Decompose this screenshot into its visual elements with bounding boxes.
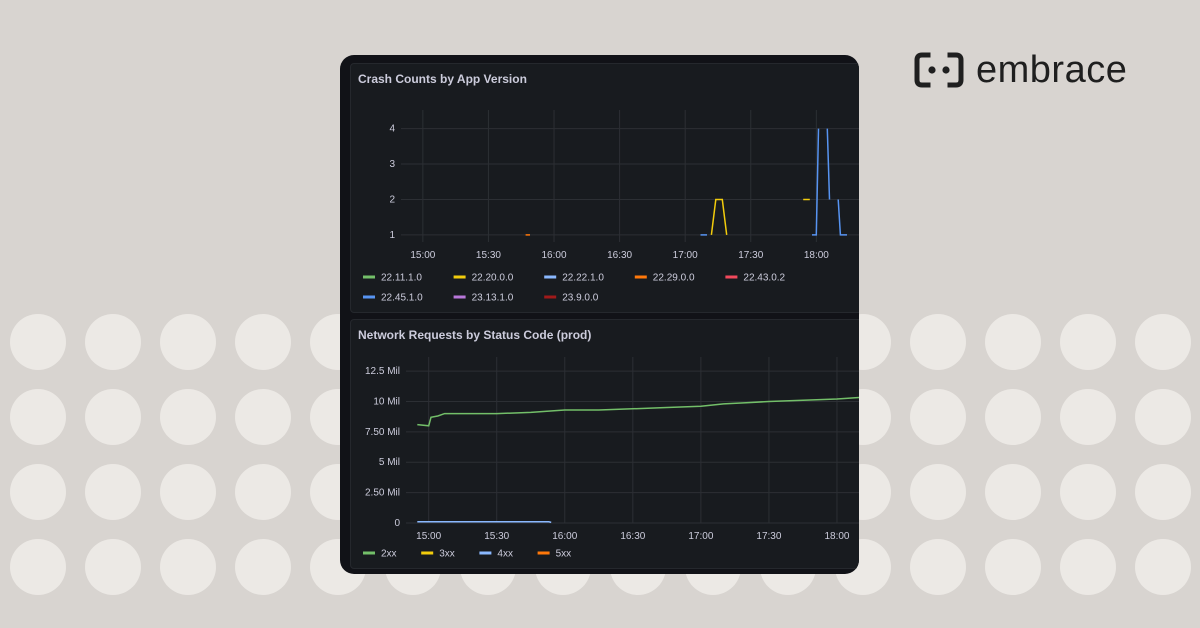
background-dot — [235, 539, 291, 595]
dashboard-card: Crash Counts by App Version 1 2 3 4 15:00 15:… — [340, 55, 859, 574]
series-line-22.45.1.0 — [826, 128, 831, 200]
series-line-2xx — [417, 396, 859, 427]
panel-title: Network Requests by Status Code (prod) — [358, 328, 592, 342]
y-tick-label: 1 — [389, 230, 395, 241]
legend-label: 22.11.1.0 — [381, 273, 422, 284]
background-dot — [985, 314, 1041, 370]
y-tick-label: 2 — [389, 194, 395, 205]
x-tick-label: 17:30 — [738, 250, 763, 261]
background-dot — [160, 389, 216, 445]
y-tick-label: 12.5 Mil — [365, 366, 400, 377]
series-line-22.45.1.0 — [837, 199, 847, 236]
series-line-22.20.0.0 — [710, 198, 728, 235]
background-dot — [85, 314, 141, 370]
y-tick-label: 4 — [389, 124, 395, 135]
y-tick-label: 0 — [394, 518, 400, 529]
series-line-22.45.1.0 — [812, 128, 820, 236]
legend-label: 3xx — [439, 549, 455, 560]
background-dot — [985, 539, 1041, 595]
legend-label: 23.13.1.0 — [472, 293, 514, 304]
legend-label: 4xx — [497, 549, 513, 560]
legend-label: 5xx — [556, 549, 572, 560]
network-requests-chart: 0 2.50 Mil 5 Mil 7.50 Mil 10 Mil 12.5 Mil 15:0… — [363, 357, 859, 560]
background-dot — [10, 389, 66, 445]
x-tick-label: 15:30 — [476, 250, 501, 261]
brand-name: embrace — [976, 48, 1128, 91]
embrace-logo-icon — [914, 52, 964, 88]
legend-label: 22.22.1.0 — [562, 273, 604, 284]
background-dot — [910, 464, 966, 520]
legend-label: 23.9.0.0 — [562, 293, 599, 304]
background-dot — [1060, 464, 1116, 520]
legend-label: 22.45.1.0 — [381, 293, 423, 304]
background-dot — [985, 464, 1041, 520]
legend-label: 22.43.0.2 — [743, 273, 785, 284]
background-dot — [235, 464, 291, 520]
background-dot — [10, 464, 66, 520]
chart-grid — [406, 357, 859, 524]
y-tick-label: 5 Mil — [379, 457, 400, 468]
x-tick-label: 15:00 — [416, 531, 441, 542]
background-dot — [1135, 539, 1191, 595]
x-tick-label: 18:00 — [824, 531, 849, 542]
background-dot — [1135, 464, 1191, 520]
y-tick-label: 7.50 Mil — [365, 427, 400, 438]
background-dot — [160, 314, 216, 370]
y-tick-label: 3 — [389, 159, 395, 170]
x-tick-label: 17:00 — [688, 531, 713, 542]
legend-label: 22.29.0.0 — [653, 273, 695, 284]
background-dot — [1060, 539, 1116, 595]
series-line-4xx — [417, 521, 552, 524]
background-dot — [235, 389, 291, 445]
background-dot — [1060, 314, 1116, 370]
chart-grid — [401, 110, 859, 242]
x-tick-label: 16:00 — [542, 250, 567, 261]
network-requests-panel[interactable]: Network Requests by Status Code (prod) 0… — [350, 319, 859, 569]
x-tick-label: 16:30 — [607, 250, 632, 261]
legend-label: 2xx — [381, 549, 397, 560]
x-tick-label: 16:30 — [620, 531, 645, 542]
background-dot — [85, 539, 141, 595]
background-dot — [85, 464, 141, 520]
background-dot — [160, 539, 216, 595]
y-tick-label: 2.50 Mil — [365, 488, 400, 499]
panel-title: Crash Counts by App Version — [358, 72, 527, 86]
background-dot — [910, 314, 966, 370]
background-dot — [1060, 389, 1116, 445]
background-dot — [10, 539, 66, 595]
background-dot — [910, 539, 966, 595]
x-tick-label: 16:00 — [552, 531, 577, 542]
background-dot — [235, 314, 291, 370]
background-dot — [160, 464, 216, 520]
brand: embrace — [914, 48, 1127, 92]
background-dot — [10, 314, 66, 370]
background-dot — [910, 389, 966, 445]
x-tick-label: 17:00 — [673, 250, 698, 261]
background-dot — [85, 389, 141, 445]
x-tick-label: 18:00 — [804, 250, 829, 261]
background-dot — [985, 389, 1041, 445]
y-tick-label: 10 Mil — [373, 396, 400, 407]
crash-counts-chart: 1 2 3 4 15:00 15:30 16:00 16:30 17:00 17:30 18:00 2… — [363, 110, 859, 304]
crash-counts-panel[interactable]: Crash Counts by App Version 1 2 3 4 15:00 15:… — [350, 63, 859, 313]
background-dot — [1135, 389, 1191, 445]
x-tick-label: 15:30 — [484, 531, 509, 542]
background-dot — [1135, 314, 1191, 370]
x-tick-label: 17:30 — [756, 531, 781, 542]
x-tick-label: 15:00 — [410, 250, 435, 261]
legend-label: 22.20.0.0 — [472, 273, 514, 284]
